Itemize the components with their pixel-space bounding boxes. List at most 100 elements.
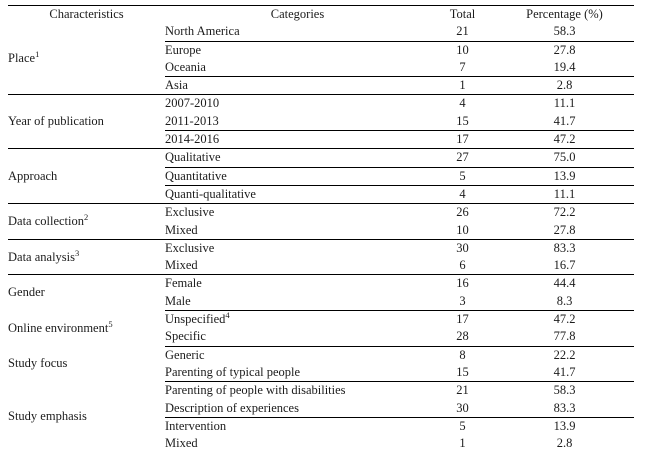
row-category: 2007-2010 xyxy=(165,94,430,113)
row-total: 10 xyxy=(430,40,495,59)
row-category: Mixed xyxy=(165,258,198,273)
row-percentage: 58.3 xyxy=(553,24,576,39)
row-category: Parenting of typical people xyxy=(165,364,301,379)
row-percentage: 27.8 xyxy=(553,222,576,237)
col-header-total: Total xyxy=(449,7,476,21)
row-category: Parenting of people with disabilities xyxy=(165,381,430,400)
row-category: Exclusive xyxy=(165,238,430,258)
row-percentage: 58.3 xyxy=(495,381,634,400)
table-row: Oceania 7 19.4 xyxy=(8,59,634,77)
row-total: 17 xyxy=(430,130,495,149)
row-total: 8 xyxy=(430,345,495,364)
col-header-categories: Categories xyxy=(270,7,325,21)
table-row: Parenting of typical people 15 41.7 xyxy=(8,364,634,382)
row-total: 5 xyxy=(430,416,495,436)
row-category: Quantitative xyxy=(165,166,430,186)
row-total: 3 xyxy=(459,293,466,308)
row-percentage: 75.0 xyxy=(495,148,634,168)
table-row: 2011-2013 15 41.7 xyxy=(8,113,634,131)
footnote-marker: 2 xyxy=(84,211,89,222)
table-row: Mixed 10 27.8 xyxy=(8,222,634,240)
row-category: Exclusive xyxy=(165,203,430,222)
row-category: Female xyxy=(165,274,430,293)
row-percentage: 11.1 xyxy=(495,94,634,113)
group-label-data-collection: Data collection2 xyxy=(8,203,165,240)
group-label-gender: Gender xyxy=(8,274,165,311)
row-category: 2011-2013 xyxy=(165,113,219,128)
table-row: Mixed 1 2.8 xyxy=(8,435,634,449)
row-percentage: 47.2 xyxy=(495,310,634,329)
row-total: 10 xyxy=(456,222,469,237)
table-row: Data analysis3 Exclusive 30 83.3 xyxy=(8,238,634,275)
table-row: Online environment5 Unspecified4 17 47.2 xyxy=(8,310,634,335)
row-category: Description of experiences xyxy=(165,400,299,415)
row-total: 1 xyxy=(459,436,466,449)
row-category: North America xyxy=(165,24,240,39)
table-row: Quantitative 5 13.9 xyxy=(8,166,634,186)
row-category: Intervention xyxy=(165,416,430,436)
table-row: Year of publication 2007-2010 4 11.1 xyxy=(8,94,634,149)
row-total: 21 xyxy=(456,24,469,39)
footnote-marker: 4 xyxy=(225,310,230,320)
row-percentage: 44.4 xyxy=(495,274,634,293)
row-category: Quanti-qualitative xyxy=(165,184,430,204)
row-percentage: 41.7 xyxy=(553,113,576,128)
row-category: Europe xyxy=(165,40,430,59)
row-category: Generic xyxy=(165,345,430,364)
row-percentage: 22.2 xyxy=(495,345,634,364)
row-percentage: 2.8 xyxy=(556,436,573,449)
row-percentage: 13.9 xyxy=(495,416,634,436)
row-category: Specific xyxy=(165,329,206,344)
row-total: 15 xyxy=(456,113,469,128)
row-percentage: 19.4 xyxy=(553,59,576,74)
row-percentage: 2.8 xyxy=(495,76,634,95)
group-label-place: Place1 xyxy=(8,49,40,66)
row-total: 5 xyxy=(430,166,495,186)
characteristics-table: Characteristics Categories Total Percent… xyxy=(8,5,634,449)
row-category: Male xyxy=(165,293,191,308)
group-label-study-emphasis: Study emphasis xyxy=(8,409,87,424)
row-percentage: 83.3 xyxy=(553,400,576,415)
row-percentage: 77.8 xyxy=(553,329,576,344)
table-row: Study emphasis Parenting of people with … xyxy=(8,381,634,423)
row-percentage: 8.3 xyxy=(556,293,573,308)
row-total: 4 xyxy=(430,94,495,113)
table-row: Quanti-qualitative 4 11.1 xyxy=(8,184,634,204)
row-total: 16 xyxy=(430,274,495,293)
table-row: Mixed 6 16.7 xyxy=(8,257,634,275)
row-percentage: 72.2 xyxy=(495,203,634,222)
row-category: Oceania xyxy=(165,59,206,74)
table-row: Gender Female 16 44.4 xyxy=(8,274,634,311)
row-total: 1 xyxy=(430,76,495,95)
table-row: Intervention 5 13.9 xyxy=(8,416,634,436)
group-label-study-focus: Study focus xyxy=(8,356,68,371)
row-percentage: 27.8 xyxy=(495,40,634,59)
row-total: 30 xyxy=(456,400,469,415)
row-percentage: 16.7 xyxy=(553,258,576,273)
row-total: 30 xyxy=(430,238,495,258)
row-category: Mixed xyxy=(165,222,198,237)
row-total: 15 xyxy=(456,364,469,379)
footnote-marker: 1 xyxy=(35,49,40,60)
table-row: Description of experiences 30 83.3 xyxy=(8,400,634,418)
table-row: Study focus Generic 8 22.2 xyxy=(8,345,634,370)
row-percentage: 41.7 xyxy=(553,364,576,379)
row-category: Asia xyxy=(165,76,430,95)
row-total: 28 xyxy=(456,329,469,344)
table-row: 2014-2016 17 47.2 xyxy=(8,130,634,149)
table-row: Data collection2 Exclusive 26 72.2 xyxy=(8,203,634,240)
row-total: 4 xyxy=(430,184,495,204)
footnote-marker: 3 xyxy=(75,247,80,258)
row-category: Unspecified4 xyxy=(165,310,430,329)
table-row: Male 3 8.3 xyxy=(8,293,634,311)
group-label-data-analysis: Data analysis3 xyxy=(8,238,165,275)
row-total: 6 xyxy=(459,258,466,273)
table-row: Asia 1 2.8 xyxy=(8,76,634,95)
table-row: Approach Qualitative 27 75.0 xyxy=(8,148,634,204)
row-total: 7 xyxy=(459,59,466,74)
row-total: 26 xyxy=(430,203,495,222)
group-label-year-of-publication: Year of publication xyxy=(8,94,165,149)
row-category: Qualitative xyxy=(165,148,430,168)
row-total: 17 xyxy=(430,310,495,329)
